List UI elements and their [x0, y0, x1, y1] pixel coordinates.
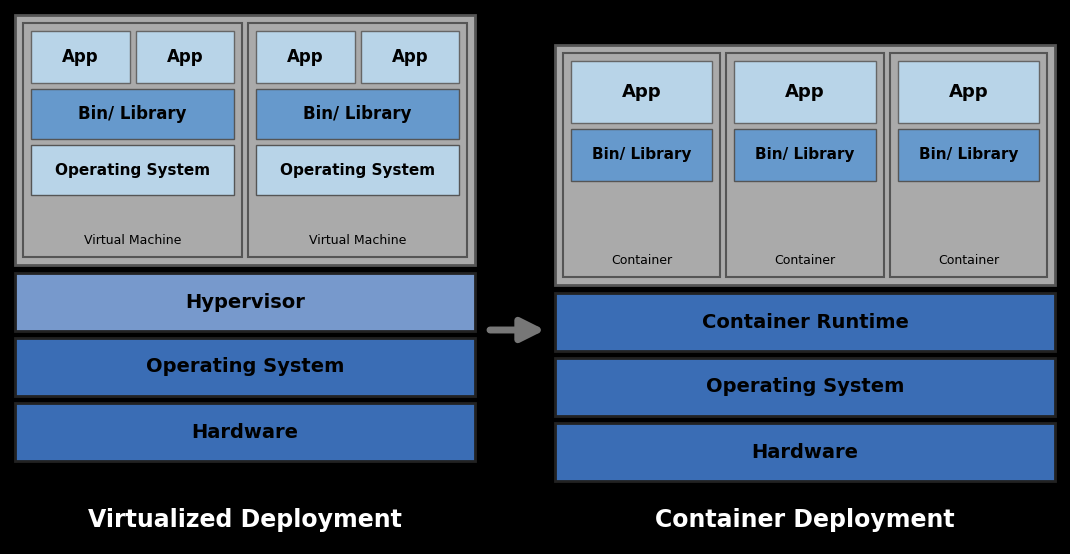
Text: Bin/ Library: Bin/ Library: [592, 147, 691, 162]
Bar: [256, 31, 354, 83]
Text: Container: Container: [611, 254, 672, 268]
Bar: [15, 15, 475, 265]
Text: App: App: [785, 83, 825, 101]
Bar: [31, 89, 234, 139]
Text: Container Deployment: Container Deployment: [655, 508, 954, 532]
Text: Virtualized Deployment: Virtualized Deployment: [88, 508, 402, 532]
Bar: [31, 145, 234, 195]
Bar: [31, 31, 129, 83]
Bar: [734, 61, 875, 123]
Bar: [571, 61, 713, 123]
Bar: [15, 403, 475, 461]
Text: Container Runtime: Container Runtime: [702, 312, 908, 331]
Text: Operating System: Operating System: [55, 162, 210, 177]
Bar: [256, 145, 459, 195]
Bar: [555, 423, 1055, 481]
Bar: [734, 129, 875, 181]
Text: App: App: [948, 83, 989, 101]
Bar: [898, 61, 1039, 123]
Bar: [248, 23, 467, 257]
Bar: [555, 293, 1055, 351]
Text: Operating System: Operating System: [280, 162, 435, 177]
Text: Virtual Machine: Virtual Machine: [83, 234, 181, 248]
Bar: [136, 31, 234, 83]
Text: Operating System: Operating System: [146, 357, 345, 377]
Text: Hypervisor: Hypervisor: [185, 293, 305, 311]
Text: App: App: [287, 48, 323, 66]
Bar: [15, 338, 475, 396]
Bar: [256, 89, 459, 139]
Text: Bin/ Library: Bin/ Library: [755, 147, 855, 162]
Bar: [898, 129, 1039, 181]
Bar: [361, 31, 459, 83]
Text: Hardware: Hardware: [751, 443, 858, 461]
Bar: [563, 53, 720, 277]
Bar: [22, 23, 242, 257]
Bar: [889, 53, 1048, 277]
Text: Operating System: Operating System: [706, 377, 904, 397]
Text: Bin/ Library: Bin/ Library: [78, 105, 187, 123]
Text: App: App: [392, 48, 428, 66]
Text: App: App: [167, 48, 203, 66]
Text: Container: Container: [937, 254, 999, 268]
Text: Bin/ Library: Bin/ Library: [918, 147, 1018, 162]
Bar: [571, 129, 713, 181]
Text: App: App: [622, 83, 661, 101]
Bar: [555, 358, 1055, 416]
Text: Bin/ Library: Bin/ Library: [303, 105, 412, 123]
Text: Hardware: Hardware: [192, 423, 299, 442]
Text: Virtual Machine: Virtual Machine: [309, 234, 407, 248]
Text: Container: Container: [775, 254, 836, 268]
Text: App: App: [62, 48, 98, 66]
Bar: [727, 53, 884, 277]
Bar: [15, 273, 475, 331]
Bar: [555, 45, 1055, 285]
